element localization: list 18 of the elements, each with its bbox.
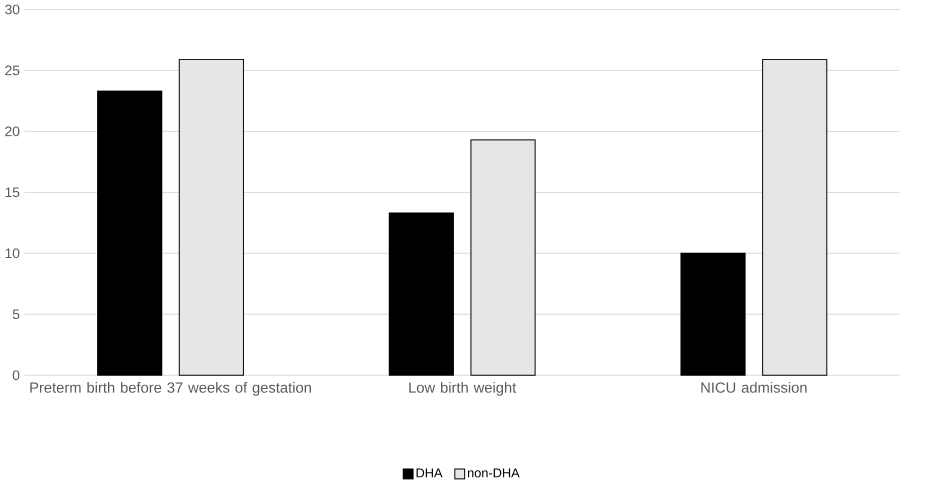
y-tick-label: 20 — [5, 126, 20, 136]
bar — [470, 139, 536, 376]
y-tick-label: 15 — [6, 188, 20, 198]
x-tick-label: NICU admission — [701, 382, 807, 393]
bar — [388, 212, 454, 376]
x-tick-label: Low birth weight — [409, 382, 516, 396]
y-tick-label: 10 — [6, 248, 20, 258]
y-tick-label: 5 — [12, 309, 20, 320]
y-tick-label: 30 — [5, 4, 20, 14]
bar — [762, 58, 828, 376]
y-tick-label: 0 — [12, 370, 20, 380]
bar — [178, 58, 244, 376]
x-tick-label: Preterm birth before 37 weeks of gestation — [30, 382, 311, 396]
bar — [680, 252, 746, 376]
legend-label: non-DHA — [468, 468, 520, 478]
bar — [97, 90, 162, 376]
y-tick-label: 25 — [5, 66, 20, 76]
legend-label: DHA — [416, 468, 442, 478]
